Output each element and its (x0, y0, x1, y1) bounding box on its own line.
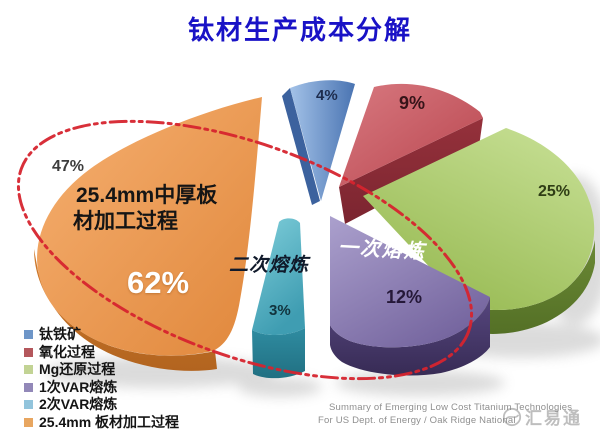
legend-label-var2: 2次VAR熔炼 (39, 396, 118, 412)
legend-swatch-chlorination (24, 347, 33, 357)
slice-ilmenite-side (282, 88, 320, 205)
slice-plate-side (34, 249, 217, 371)
slice-var2-top (252, 218, 305, 336)
slice-var2-callout: 二次熔炼 (229, 254, 310, 276)
legend-item-mg: Mg还原过程 (24, 361, 179, 377)
legend-label-var1: 1次VAR熔炼 (39, 378, 118, 395)
watermark-text: 汇易通 (525, 409, 582, 428)
legend-item-var1: 1次VAR熔炼 (24, 378, 179, 395)
legend-label-mg: Mg还原过程 (39, 361, 116, 377)
slice-var1-callout: 一次熔炼 (337, 234, 427, 264)
legend-item-var2: 2次VAR熔炼 (24, 396, 179, 412)
legend-item-chlorination: 氧化过程 (24, 343, 179, 360)
slice-chlorination-top (339, 83, 483, 187)
source-credit-line1: Summary of Emerging Low Cost Titanium Te… (329, 402, 573, 413)
legend-label-chlorination: 氧化过程 (39, 343, 95, 360)
highlight-ellipse (16, 119, 474, 381)
legend-swatch-mg (24, 365, 33, 374)
legend-item-plate: 25.4mm 板材加工过程 (24, 413, 180, 430)
slice-var1-pct: 12% (386, 287, 423, 307)
slice-plate-pct: 47% (52, 158, 85, 175)
slice-var2-pct: 3% (269, 302, 291, 319)
slice-mg-front (464, 240, 595, 334)
source-credit-line2: For US Dept. of Energy / Oak Ridge Natio… (318, 415, 516, 426)
slice-plate-label-line2: 材加工过程 (73, 210, 178, 233)
slice-chlorination-pct: 9% (399, 93, 426, 113)
legend: 钛铁矿 氧化过程 Mg还原过程 1次VAR熔炼 2次VAR熔炼 25.4mm 板… (24, 326, 180, 432)
slice-mg-pct: 25% (538, 183, 571, 200)
circled-total-label: 62% (127, 265, 190, 300)
slice-ilmenite-top (290, 80, 355, 201)
slice-mg-top (363, 128, 595, 311)
legend-label-plate: 25.4mm 板材加工过程 (39, 413, 180, 430)
chart-title: 钛材生产成本分解 (187, 15, 412, 45)
slice-ilmenite-pct: 4% (316, 87, 338, 104)
legend-label-ilmenite: 钛铁矿 (39, 326, 81, 342)
legend-swatch-var1 (24, 382, 33, 392)
legend-item-ilmenite: 钛铁矿 (24, 326, 179, 342)
watermark-globe-icon (502, 407, 522, 426)
slice-plate-label-line1: 25.4mm中厚板 (76, 184, 218, 207)
slice-var1-top (330, 216, 490, 348)
legend-swatch-var2 (24, 400, 33, 409)
legend-swatch-plate (24, 417, 33, 427)
watermark: 汇易通 (502, 404, 582, 429)
legend-swatch-ilmenite (24, 330, 33, 339)
